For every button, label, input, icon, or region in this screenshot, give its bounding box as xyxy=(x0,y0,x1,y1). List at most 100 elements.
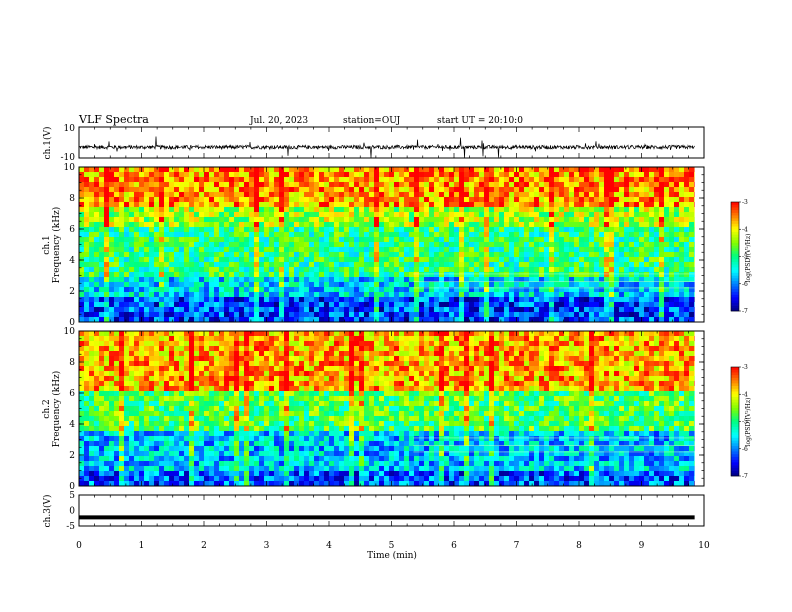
spectrogram-cell xyxy=(494,302,499,307)
spectrogram-cell xyxy=(189,317,194,322)
spectrogram-cell xyxy=(294,222,299,227)
spectrogram-cell xyxy=(159,356,164,361)
spectrogram-cell xyxy=(264,267,269,272)
spectrogram-cell xyxy=(244,227,249,232)
spectrogram-cell xyxy=(159,416,164,421)
spectrogram-cell xyxy=(304,302,309,307)
spectrogram-cell xyxy=(649,177,654,182)
spectrogram-cell xyxy=(279,167,284,172)
spectrogram-cell xyxy=(199,287,204,292)
spectrogram-cell xyxy=(654,227,659,232)
spectrogram-cell xyxy=(139,466,144,471)
spectrogram-cell xyxy=(144,381,149,386)
spectrogram-cell xyxy=(99,207,104,212)
spectrogram-cell xyxy=(319,222,324,227)
spectrogram-cell xyxy=(349,192,354,197)
spectrogram-cell xyxy=(89,167,94,172)
spectrogram-cell xyxy=(694,207,695,212)
spectrogram-cell xyxy=(634,202,639,207)
spectrogram-cell xyxy=(139,302,144,307)
spectrogram-cell xyxy=(114,371,119,376)
spectrogram-cell xyxy=(169,411,174,416)
spectrogram-cell xyxy=(599,257,604,262)
spectrogram-cell xyxy=(279,197,284,202)
spectrogram-cell xyxy=(154,371,159,376)
spectrogram-cell xyxy=(534,242,539,247)
spectrogram-cell xyxy=(239,242,244,247)
spectrogram-cell xyxy=(189,262,194,267)
spectrogram-cell xyxy=(354,297,359,302)
spectrogram-cell xyxy=(519,197,524,202)
spectrogram-cell xyxy=(194,187,199,192)
spectrogram-cell xyxy=(119,466,124,471)
spectrogram-cell xyxy=(179,426,184,431)
spectrogram-cell xyxy=(149,267,154,272)
spectrogram-cell xyxy=(324,297,329,302)
spectrogram-cell xyxy=(109,242,114,247)
spectrogram-cell xyxy=(129,386,134,391)
spectrogram-cell xyxy=(559,187,564,192)
spectrogram-cell xyxy=(484,172,489,177)
spectrogram-cell xyxy=(289,252,294,257)
spectrogram-cell xyxy=(449,182,454,187)
spectrogram-cell xyxy=(119,202,124,207)
spectrogram-cell xyxy=(554,312,559,317)
spectrogram-cell xyxy=(234,312,239,317)
spectrogram-cell xyxy=(614,177,619,182)
spectrogram-cell xyxy=(509,182,514,187)
spectrogram-cell xyxy=(344,232,349,237)
spectrogram-cell xyxy=(404,172,409,177)
spectrogram-cell xyxy=(454,197,459,202)
spectrogram-cell xyxy=(144,441,149,446)
spectrogram-cell xyxy=(239,282,244,287)
spectrogram-cell xyxy=(614,207,619,212)
spectrogram-cell xyxy=(609,217,614,222)
spectrogram-cell xyxy=(399,292,404,297)
spectrogram-cell xyxy=(374,247,379,252)
spectrogram-cell xyxy=(629,242,634,247)
spectrogram-cell xyxy=(164,202,169,207)
spectrogram-cell xyxy=(119,242,124,247)
spectrogram-cell xyxy=(94,411,99,416)
spectrogram-cell xyxy=(84,361,89,366)
spectrogram-cell xyxy=(579,197,584,202)
spectrogram-cell xyxy=(694,237,695,242)
spectrogram-cell xyxy=(104,366,109,371)
spectrogram-cell xyxy=(204,456,209,461)
spectrogram-cell xyxy=(679,242,684,247)
spectrogram-cell xyxy=(159,272,164,277)
spectrogram-cell xyxy=(304,297,309,302)
spectrogram-cell xyxy=(394,307,399,312)
spectrogram-cell xyxy=(134,252,139,257)
spectrogram-cell xyxy=(139,307,144,312)
spectrogram-cell xyxy=(219,446,224,451)
spectrogram-cell xyxy=(494,317,499,322)
spectrogram-cell xyxy=(554,307,559,312)
spectrogram-cell xyxy=(109,476,114,481)
spectrogram-cell xyxy=(379,237,384,242)
spectrogram-cell xyxy=(559,312,564,317)
spectrogram-cell xyxy=(84,381,89,386)
spectrogram-cell xyxy=(109,307,114,312)
spectrogram-cell xyxy=(254,207,259,212)
spectrogram-cell xyxy=(79,177,84,182)
spectrogram-cell xyxy=(209,386,214,391)
spectrogram-cell xyxy=(489,312,494,317)
spectrogram-cell xyxy=(94,277,99,282)
spectrogram-cell xyxy=(89,277,94,282)
spectrogram-cell xyxy=(329,267,334,272)
spectrogram-cell xyxy=(659,297,664,302)
spectrogram-cell xyxy=(164,302,169,307)
spectrogram-cell xyxy=(189,202,194,207)
spectrogram-cell xyxy=(179,252,184,257)
spectrogram-cell xyxy=(94,242,99,247)
spectrogram-cell xyxy=(339,167,344,172)
spectrogram-cell xyxy=(294,187,299,192)
spectrogram-cell xyxy=(399,282,404,287)
spectrogram-cell xyxy=(124,167,129,172)
spectrogram-cell xyxy=(209,376,214,381)
spectrogram-cell xyxy=(519,182,524,187)
spectrogram-cell xyxy=(539,312,544,317)
spectrogram-cell xyxy=(559,207,564,212)
spectrogram-cell xyxy=(179,371,184,376)
